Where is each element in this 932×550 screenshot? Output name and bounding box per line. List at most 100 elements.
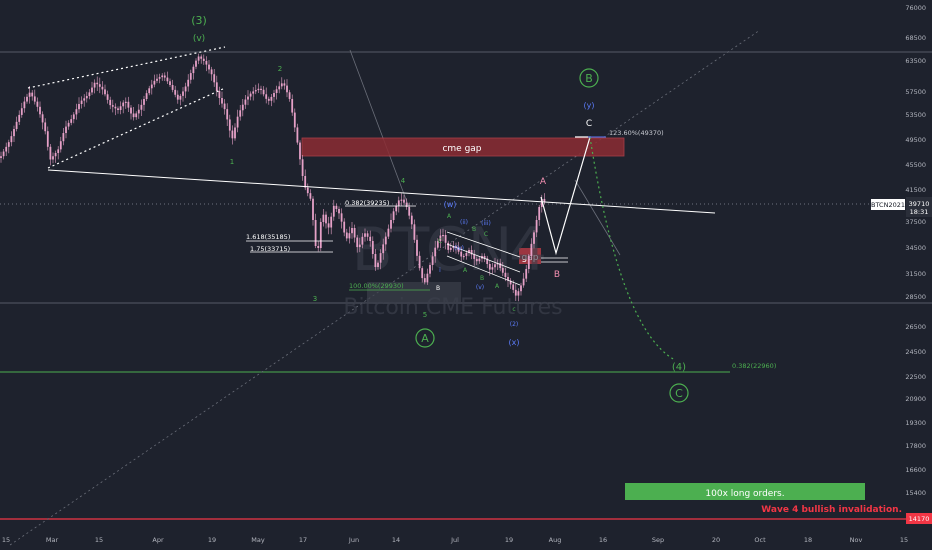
time-tick-label: 15 (900, 536, 908, 544)
candle-body (439, 235, 442, 242)
candle-body (317, 246, 320, 248)
candle-body (356, 237, 359, 248)
candle-body (520, 285, 522, 292)
candle-body (538, 207, 541, 220)
candle-body (62, 133, 65, 142)
candle-body (231, 130, 234, 139)
candle-body (218, 91, 221, 98)
candle-body (361, 236, 364, 245)
candle-body (299, 142, 301, 160)
last-price-value: 39710 (909, 200, 930, 208)
candle-body (49, 146, 52, 160)
candle-body (254, 90, 257, 92)
gap-box (519, 248, 541, 264)
wave-y-label: (y) (584, 101, 595, 110)
long-orders-label: 100x long orders. (705, 489, 784, 499)
candle-body (423, 278, 426, 283)
candle-body (494, 264, 496, 268)
time-axis[interactable]: 15 Mar 15 Apr 19 May 17 Jun 14 Jul 19 Aug 16 Sep 20 Oct… (2, 536, 908, 544)
price-axis[interactable]: 76000 68500 63500 57500 53500 49500 45500 41500… (905, 4, 926, 521)
wave-B-label: B (585, 72, 593, 85)
candle-body (527, 256, 530, 269)
candle-body (184, 86, 187, 92)
candle-body (457, 246, 460, 252)
candle-body (166, 77, 169, 82)
candle-body (0, 156, 2, 158)
wave-C-circle (669, 383, 689, 403)
time-tick-label: Oct (754, 536, 766, 544)
candle-body (153, 80, 156, 85)
candle-body (176, 94, 179, 100)
candle-body (140, 104, 143, 110)
candle-body (426, 273, 429, 283)
price-tick-label: 31500 (905, 270, 926, 278)
candle-body (322, 214, 325, 222)
candle-body (197, 56, 200, 61)
candle-body (137, 109, 140, 114)
price-tick-label: 20900 (905, 395, 926, 403)
candle-body (286, 85, 288, 93)
wave-C-label: C (675, 387, 683, 400)
candle-body (288, 92, 291, 99)
time-tick-label: 17 (299, 536, 307, 544)
channel-lower (47, 87, 226, 169)
candle-body (447, 242, 450, 250)
candle-body (234, 127, 236, 139)
candle-body (163, 75, 166, 78)
candle-body (215, 82, 218, 91)
candle-body (179, 95, 182, 100)
candle-body (80, 100, 83, 104)
candle-body (200, 56, 203, 59)
price-tick-label: 19300 (905, 419, 926, 427)
candle-body (104, 89, 106, 95)
candle-body (195, 60, 197, 67)
invalidation-price-value: 14170 (909, 515, 930, 523)
candle-body (452, 246, 455, 248)
wave-A-circle (415, 328, 435, 348)
time-tick-label: 18 (804, 536, 812, 544)
candle-body (33, 96, 36, 102)
time-tick-label: 19 (208, 536, 216, 544)
candle-body (31, 92, 34, 97)
fib-1618-label: 1.618(35185) (246, 233, 290, 241)
candle-body (392, 211, 395, 220)
candle-body (488, 264, 491, 270)
candle-body (444, 235, 447, 243)
price-tick-label: 24500 (905, 348, 926, 356)
candle-body (384, 236, 387, 245)
mini-channel-2 (446, 243, 521, 273)
candle-body (44, 122, 47, 132)
candle-body (483, 256, 486, 259)
price-tick-label: 37500 (905, 218, 926, 226)
candle-body (410, 215, 413, 225)
candle-body (122, 102, 125, 107)
wave-1-label: 1 (230, 158, 234, 166)
candle-body (421, 268, 424, 279)
wave-2-label: 2 (278, 65, 282, 73)
price-tick-label: 45500 (905, 161, 926, 169)
candle-body (23, 101, 26, 109)
candle-body (57, 149, 60, 153)
main-trendline (47, 169, 716, 214)
time-tick-label: 14 (392, 536, 400, 544)
candle-body (345, 232, 348, 239)
candle-body (2, 151, 5, 157)
price-tick-label: 53500 (905, 111, 926, 119)
time-tick-label: Apr (152, 536, 164, 544)
candle-body (262, 89, 265, 95)
wave-iv-label: (iv) (454, 245, 464, 252)
candle-body (119, 106, 122, 110)
candle-body (442, 235, 444, 237)
candle-body (470, 250, 473, 255)
candle-body (111, 105, 114, 107)
candle-body (247, 96, 249, 100)
candle-body (325, 214, 327, 224)
candle-body (223, 103, 226, 110)
candle-body (491, 267, 494, 270)
fib-100-label: 100.00%(29930) (349, 282, 404, 290)
wave-c2-label: C (438, 238, 442, 245)
projection-dotted-decline (589, 136, 676, 361)
candle-body (124, 101, 127, 103)
